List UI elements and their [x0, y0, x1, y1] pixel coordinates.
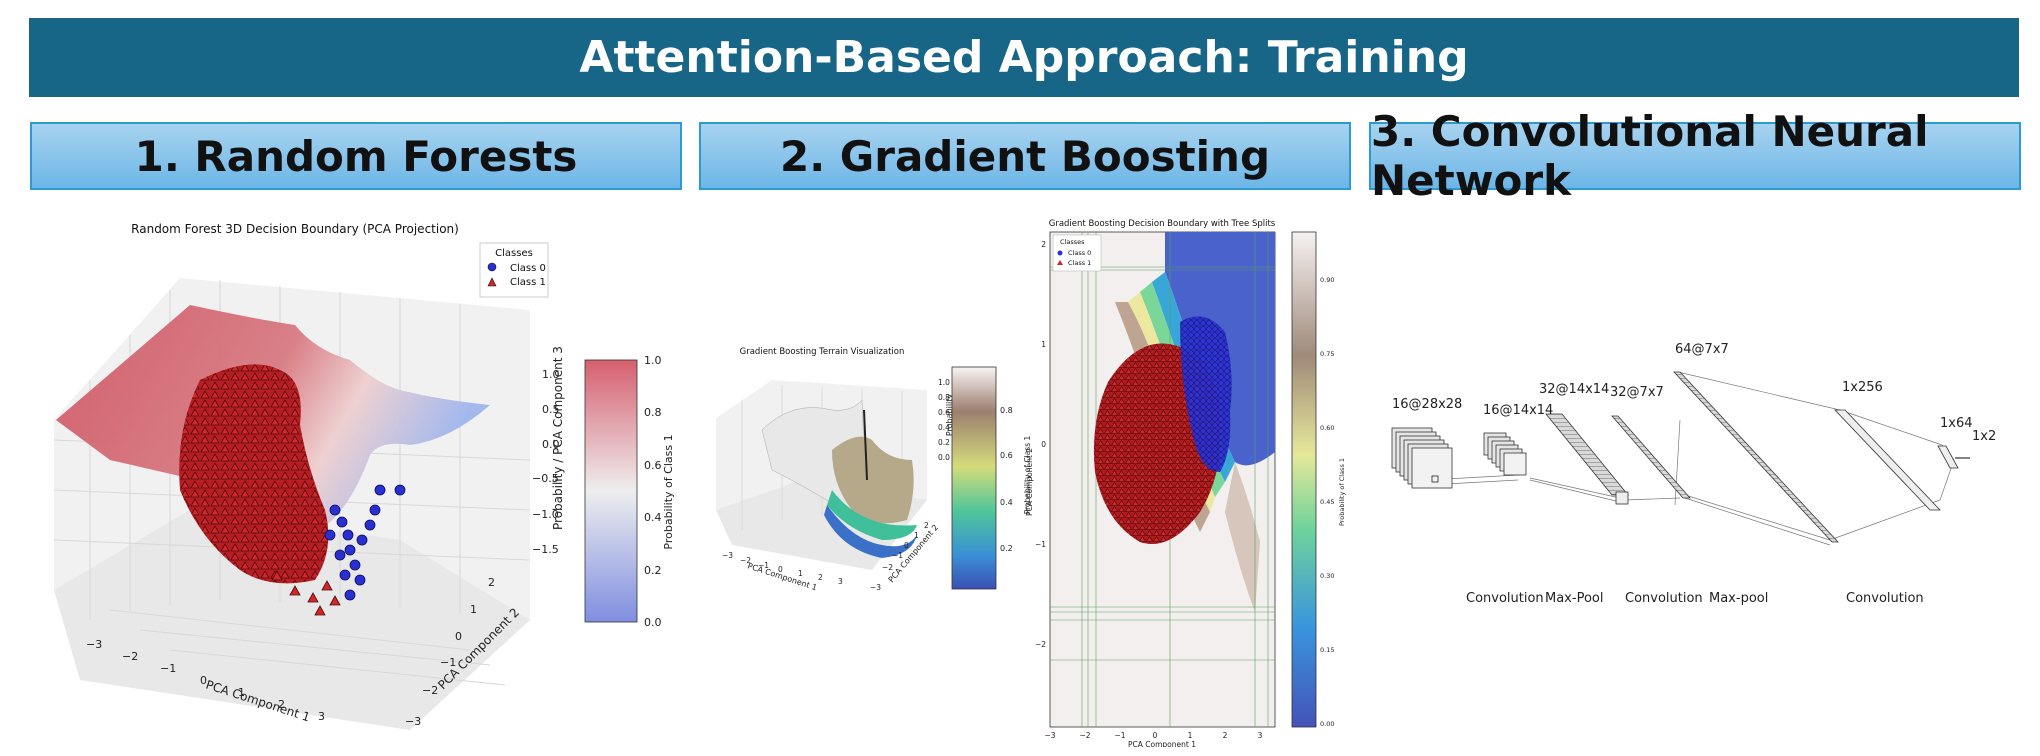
gb-boundary-ytick: 1 [1041, 340, 1046, 349]
gb-terrain-xtick: 2 [818, 573, 823, 582]
gb-boundary-xtick: 2 [1223, 731, 1228, 740]
gb-boundary-cbar-tick: 0.75 [1320, 350, 1334, 358]
cnn-layer-32x14x14 [1546, 414, 1628, 495]
gb-boundary-cbar-tick: 0.90 [1320, 276, 1334, 284]
rf-cbar-tick: 0.6 [644, 459, 662, 472]
gb-terrain-title: Gradient Boosting Terrain Visualization [740, 347, 905, 357]
rf-legend-class1: Class 1 [510, 277, 546, 288]
rf-ytick: 0 [455, 630, 462, 643]
cnn-op-label: Convolution [1625, 591, 1703, 606]
gb-terrain-ytick: −1 [892, 551, 903, 560]
rf-colorbar [585, 360, 637, 622]
rf-cbar-label: Probability of Class 1 [662, 434, 675, 549]
gb-boundary-xtick: −1 [1114, 731, 1125, 740]
cnn-layer-32x7x7 [1612, 416, 1690, 498]
gb-boundary-colorbar [1292, 232, 1316, 727]
gb-boundary-xlabel: PCA Component 1 [1128, 740, 1196, 747]
cnn-architecture-diagram: 16@28x28 16@14x14 32@14x14 32@7x7 64@7x7… [1380, 330, 2000, 620]
gb-terrain-cbar-tick: 0.4 [1000, 498, 1013, 507]
cnn-op-label: Convolution [1846, 591, 1924, 606]
rf-cbar-tick: 0.4 [644, 511, 662, 524]
gb-boundary-cbar-label: Probability of Class 1 [1338, 458, 1346, 526]
rf-xtick: −1 [160, 662, 176, 675]
rf-zlabel: Probability / PCA Component 3 [551, 346, 565, 530]
cnn-layer-label: 16@28x28 [1392, 397, 1462, 412]
rf-3d-plot: Random Forest 3D Decision Boundary (PCA … [50, 210, 690, 750]
gb-boundary-ytick: 2 [1041, 240, 1046, 249]
gb-terrain-xtick: −3 [722, 551, 733, 560]
rf-ytick: −3 [405, 715, 421, 728]
gb-terrain-ztick: 0.2 [938, 438, 950, 447]
section-header-gradient-boosting: 2. Gradient Boosting [699, 122, 1351, 190]
gb-boundary-xtick: 3 [1258, 731, 1263, 740]
gb-boundary-ytick: −2 [1035, 640, 1046, 649]
gb-terrain-ytick: 1 [914, 531, 919, 540]
gb-boundary-legend-class0: Class 0 [1068, 249, 1091, 257]
cnn-op-label: Max-Pool [1545, 591, 1603, 606]
gb-boundary-cbar-tick: 0.60 [1320, 424, 1334, 432]
rf-cbar-tick: 0.0 [644, 616, 662, 629]
rf-xtick: −2 [122, 650, 138, 663]
rf-cbar-tick: 0.2 [644, 564, 662, 577]
cnn-layer-1x256 [1835, 410, 1940, 510]
cnn-layer-32x14x14-front [1616, 492, 1628, 504]
rf-ytick: −2 [422, 684, 438, 697]
gb-boundary-ytick: 0 [1041, 440, 1046, 449]
cnn-layer-64x7x7 [1674, 372, 1838, 542]
rf-xtick: 3 [318, 710, 325, 723]
gb-boundary-legend-class1: Class 1 [1068, 259, 1091, 267]
cnn-layer-16x28x28 [1392, 428, 1452, 488]
rf-xtick: −3 [86, 638, 102, 651]
rf-ytick: 2 [488, 576, 495, 589]
section-header-random-forests: 1. Random Forests [30, 122, 682, 190]
rf-ztick: −1.5 [532, 543, 559, 556]
rf-cbar-tick: 0.8 [644, 406, 662, 419]
rf-ytick: 1 [470, 603, 477, 616]
gb-terrain-cbar-rect [952, 367, 996, 589]
gb-boundary-xtick: −3 [1044, 731, 1055, 740]
cnn-layer-1x64 [1938, 446, 1958, 468]
cnn-layer-label: 1x64 [1940, 416, 1973, 431]
banner-title: Attention-Based Approach: Training [29, 18, 2019, 97]
cnn-layer-label: 16@14x14 [1483, 403, 1553, 418]
cnn-layer-16x14x14 [1484, 433, 1526, 475]
section-header-cnn: 3. Convolutional Neural Network [1369, 122, 2021, 190]
gb-boundary-plot: Gradient Boosting Decision Boundary with… [1020, 212, 1365, 747]
gb-terrain-ztick: 1.0 [938, 378, 950, 387]
cnn-op-label: Max-pool [1709, 591, 1768, 606]
gb-boundary-xtick: 0 [1153, 731, 1158, 740]
gb-boundary-cbar-tick: 0.00 [1320, 720, 1334, 728]
gb-boundary-cbar-tick: 0.15 [1320, 646, 1334, 654]
gb-boundary-cbar-tick: 0.30 [1320, 572, 1334, 580]
gb-terrain-ytick: −2 [882, 563, 893, 572]
rf-legend-class0-marker [488, 263, 496, 271]
rf-cbar-tick: 1.0 [644, 354, 662, 367]
gb-boundary-cbar-tick: 0.45 [1320, 498, 1334, 506]
gb-terrain-cbar-tick: 0.2 [1000, 544, 1013, 553]
gb-terrain-cbar-tick: 0.6 [1000, 451, 1013, 460]
cnn-layer-label: 32@14x14 [1539, 382, 1609, 397]
gb-terrain-xtick: 3 [838, 577, 843, 586]
gb-boundary-xtick: 1 [1188, 731, 1193, 740]
rf-title: Random Forest 3D Decision Boundary (PCA … [131, 222, 459, 236]
gb-boundary-legend-class0-marker [1058, 251, 1063, 256]
gb-boundary-title: Gradient Boosting Decision Boundary with… [1049, 219, 1276, 229]
rf-legend-title: Classes [495, 248, 533, 259]
cnn-layer-label: 64@7x7 [1675, 342, 1729, 357]
rf-legend-class0: Class 0 [510, 263, 546, 274]
gb-terrain-ztick: 0.0 [938, 453, 950, 462]
cnn-layer-label: 32@7x7 [1610, 385, 1664, 400]
cnn-layer-label: 1x256 [1842, 380, 1883, 395]
gb-terrain-ytick: 0 [904, 541, 909, 550]
gb-boundary-legend-title: Classes [1060, 238, 1085, 246]
gb-terrain-cbar-tick: 0.8 [1000, 406, 1013, 415]
gb-boundary-ylabel: PCA Component 2 [1025, 448, 1034, 516]
gb-boundary-xtick: −2 [1079, 731, 1090, 740]
gb-terrain-ytick: −3 [870, 583, 881, 592]
cnn-layer-label: 1x2 [1972, 429, 1996, 444]
gb-boundary-ytick: −1 [1035, 540, 1046, 549]
cnn-op-label: Convolution [1466, 591, 1544, 606]
